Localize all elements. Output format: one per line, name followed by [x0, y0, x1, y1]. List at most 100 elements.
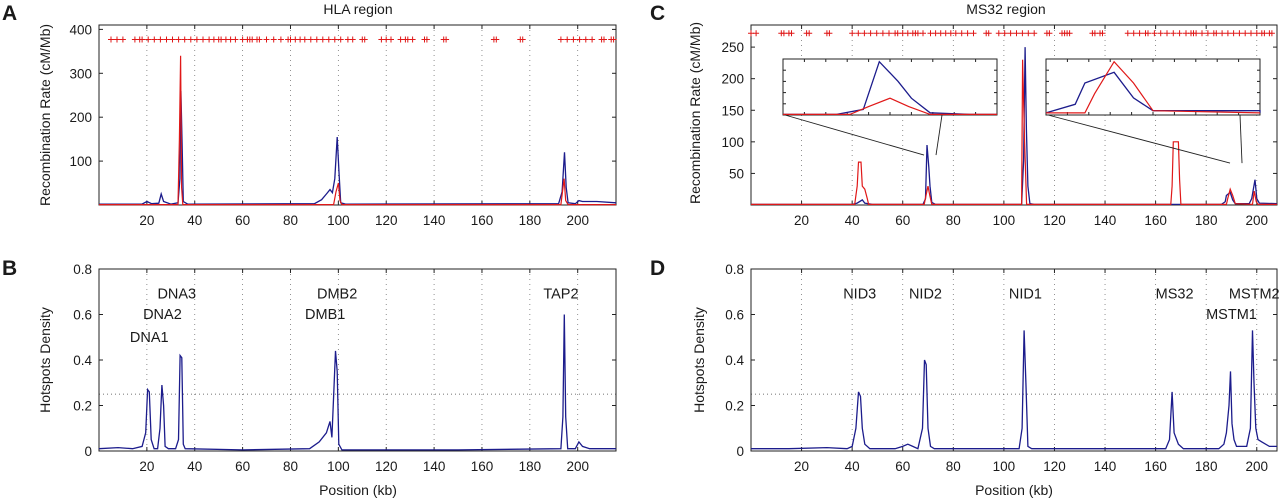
snp-marker-a-2-8 — [187, 36, 194, 43]
xtick-label-a-20: 20 — [139, 213, 154, 228]
xtick-label-c-180: 180 — [1195, 213, 1218, 228]
snp-marker-c-23-0 — [1193, 30, 1200, 37]
snp-marker-c-13-1 — [985, 30, 992, 37]
xtick-label-c-140: 140 — [1094, 213, 1117, 228]
ytick-label-a-3: 400 — [69, 22, 92, 37]
ytick-label-b-4: 0.8 — [73, 262, 92, 277]
snp-marker-c-9-0 — [920, 30, 926, 37]
xtick-label-a-100: 100 — [327, 213, 350, 228]
series-c-red — [751, 59, 1277, 206]
inset-series-1-blue — [1045, 71, 1261, 114]
xtick-label-a-40: 40 — [187, 213, 202, 228]
xtick-label-a-80: 80 — [283, 213, 298, 228]
xtick-label-c-200: 200 — [1246, 213, 1269, 228]
xtick-label-d-60: 60 — [895, 459, 910, 474]
xtick-label-b-100: 100 — [327, 459, 350, 474]
snp-marker-c-24-1 — [1219, 30, 1226, 37]
snp-marker-c-23-1 — [1199, 30, 1205, 37]
snp-marker-c-24-2 — [1224, 30, 1231, 37]
snp-marker-c-14-0 — [995, 30, 1002, 37]
snp-marker-c-0-0 — [748, 30, 754, 37]
snp-marker-c-5-2 — [861, 30, 868, 37]
snp-marker-a-24-1 — [610, 36, 617, 43]
chart-c-recombination-ms32: 20 40 60 80 100 120 140 160 180 200 50 100 150 200 250 — [721, 24, 1278, 228]
snp-marker-c-19-1 — [1099, 30, 1106, 37]
annotation-d-nid2: NID2 — [909, 287, 942, 303]
snp-marker-a-22-2 — [570, 36, 577, 43]
snp-marker-a-2-6 — [175, 36, 182, 43]
xtick-label-d-140: 140 — [1094, 459, 1117, 474]
xtick-label-c-40: 40 — [845, 213, 860, 228]
snp-marker-c-21-5 — [1176, 30, 1183, 37]
inset-frame-c-1 — [1045, 58, 1261, 116]
ytick-label-c-4: 250 — [721, 40, 744, 55]
xtick-label-d-180: 180 — [1195, 459, 1218, 474]
snp-marker-c-15-1 — [1046, 30, 1053, 37]
panel-letter-b: B — [2, 257, 17, 280]
xtick-label-c-60: 60 — [895, 213, 910, 228]
snp-marker-c-5-3 — [867, 30, 874, 37]
snp-marker-a-12-3 — [319, 36, 326, 43]
snp-marker-a-22-4 — [582, 36, 589, 43]
snp-marker-a-12-5 — [331, 36, 338, 43]
snp-marker-c-14-3 — [1013, 30, 1020, 37]
xlabel-d: Position (kb) — [975, 482, 1053, 498]
inset-c-1 — [1045, 58, 1261, 164]
inset-connector-right-0 — [935, 114, 943, 156]
snp-marker-c-24-4 — [1236, 30, 1243, 37]
xtick-label-d-40: 40 — [845, 459, 860, 474]
annotation-d-mstm1: MSTM1 — [1206, 307, 1257, 323]
ytick-label-c-0: 50 — [729, 166, 744, 181]
inset-connector-left-0 — [784, 114, 925, 156]
snp-marker-a-2-1 — [145, 36, 152, 43]
panel-letter-c: C — [650, 2, 665, 25]
xtick-label-c-160: 160 — [1144, 213, 1167, 228]
ytick-label-d-4: 0.8 — [725, 262, 744, 277]
ytick-label-b-2: 0.4 — [73, 353, 92, 368]
snp-marker-c-23-2 — [1204, 30, 1211, 37]
snp-marker-c-12-1 — [958, 30, 965, 37]
snp-marker-a-22-3 — [576, 36, 583, 43]
snp-marker-a-13-1 — [349, 36, 356, 43]
snp-marker-a-12-1 — [307, 36, 314, 43]
ytick-label-d-0: 0 — [736, 444, 744, 459]
snp-marker-c-5-4 — [873, 30, 880, 37]
snp-marker-c-11-0 — [942, 30, 949, 37]
xtick-label-a-180: 180 — [519, 213, 542, 228]
snp-marker-a-22-1 — [564, 36, 571, 43]
xtick-label-b-40: 40 — [187, 459, 202, 474]
panel-letter-d: D — [650, 257, 665, 280]
snp-marker-a-2-7 — [181, 36, 188, 43]
xtick-label-a-140: 140 — [423, 213, 446, 228]
snp-marker-c-20-2 — [1136, 30, 1143, 37]
snp-marker-a-8-1 — [256, 36, 263, 43]
xtick-label-a-160: 160 — [471, 213, 494, 228]
inset-series-1-red — [1046, 60, 1261, 114]
xtick-label-b-180: 180 — [519, 459, 542, 474]
snp-marker-a-2-5 — [169, 36, 176, 43]
snp-marker-a-19-1 — [443, 36, 450, 43]
annotation-b-tap2: TAP2 — [543, 287, 578, 303]
snp-marker-c-20-0 — [1124, 30, 1131, 37]
snp-marker-a-9-0 — [263, 36, 270, 43]
recomb-ylabel-a: Recombination Rate (cM/Mb) — [37, 24, 53, 206]
snp-marker-a-0-2 — [119, 36, 126, 43]
snp-marker-a-21-1 — [519, 36, 526, 43]
snp-marker-c-2-1 — [788, 30, 795, 37]
snp-marker-a-20-1 — [493, 36, 500, 43]
xlabel-b: Position (kb) — [319, 482, 397, 498]
snp-marker-c-18-1 — [1091, 30, 1098, 37]
xtick-label-b-200: 200 — [566, 459, 589, 474]
snp-marker-a-5-1 — [232, 36, 239, 43]
snp-marker-c-14-6 — [1031, 30, 1038, 37]
snp-marker-c-12-2 — [964, 30, 971, 37]
snp-marker-c-24-5 — [1242, 30, 1249, 37]
xtick-label-b-20: 20 — [139, 459, 154, 474]
xtick-label-d-200: 200 — [1246, 459, 1269, 474]
hla-title: HLA region — [323, 1, 392, 17]
snp-marker-c-4-1 — [826, 30, 833, 37]
xtick-label-b-120: 120 — [375, 459, 398, 474]
ytick-label-c-3: 200 — [721, 72, 744, 87]
ytick-label-b-1: 0.2 — [73, 399, 92, 414]
